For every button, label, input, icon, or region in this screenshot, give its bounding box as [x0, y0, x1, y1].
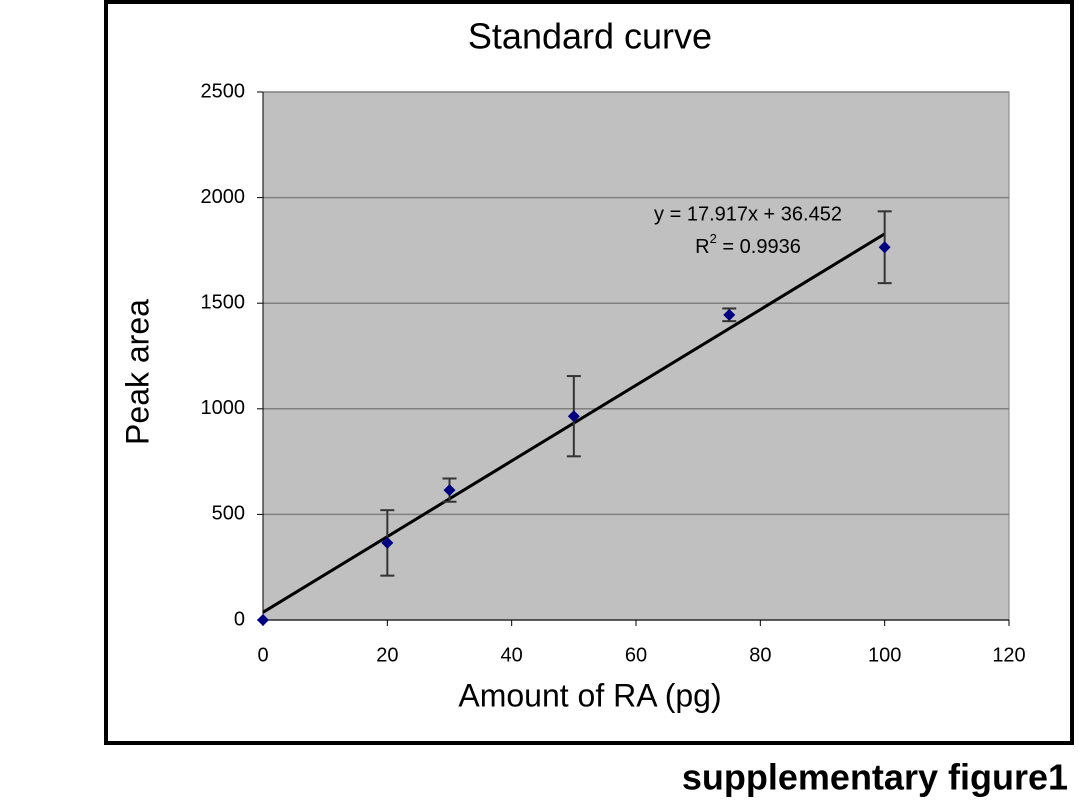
- plot-area: [262, 91, 1010, 621]
- x-tick-label: 0: [257, 644, 268, 666]
- x-tick-label: 100: [868, 644, 901, 666]
- x-tick-label: 120: [992, 644, 1025, 666]
- y-tick-label: 1500: [201, 291, 246, 313]
- caption: supplementary figure1: [682, 757, 1068, 798]
- y-tick-label: 0: [234, 608, 245, 630]
- point: [443, 484, 456, 497]
- point: [723, 308, 736, 321]
- x-axis-label: Amount of RA (pg): [458, 677, 721, 713]
- r-squared: R2 = 0.9936: [695, 231, 801, 258]
- point: [878, 241, 891, 254]
- point: [567, 410, 580, 423]
- r-squared-base: R: [695, 236, 709, 258]
- r-squared-rest: = 0.9936: [717, 236, 801, 258]
- y-tick-label: 500: [212, 503, 245, 525]
- x-tick-label: 60: [625, 644, 647, 666]
- x-tick-label: 20: [376, 644, 398, 666]
- x-tick-label: 40: [501, 644, 523, 666]
- r-squared-sup: 2: [710, 231, 717, 246]
- trendline-equation: y = 17.917x + 36.452: [654, 203, 842, 225]
- y-tick-label: 2000: [201, 186, 246, 208]
- y-tick-label: 1000: [201, 397, 246, 419]
- x-tick-label: 80: [749, 644, 771, 666]
- y-tick-label: 2500: [201, 80, 246, 102]
- point: [257, 614, 269, 626]
- chart-title: Standard curve: [468, 16, 712, 57]
- y-axis-label: Peak area: [119, 299, 155, 445]
- point: [381, 536, 394, 549]
